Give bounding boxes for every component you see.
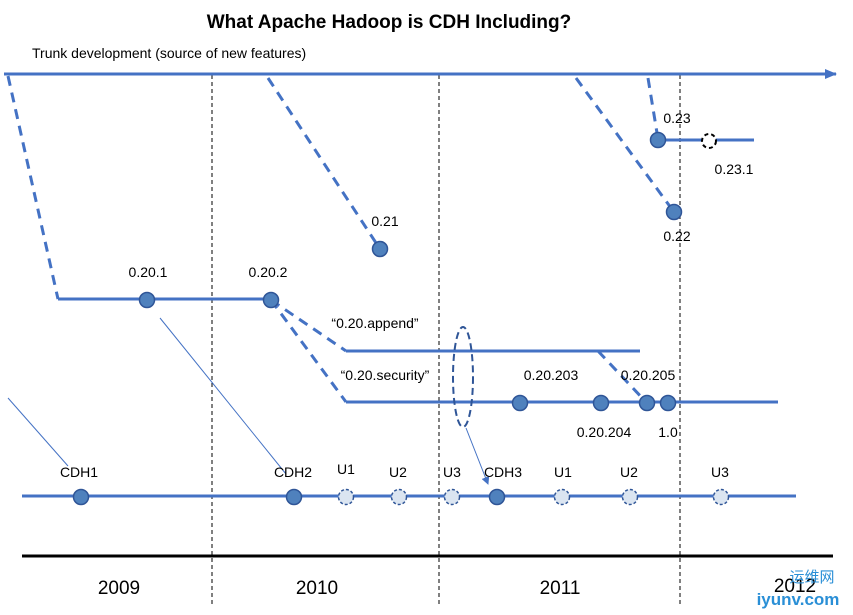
security-connector xyxy=(269,299,348,403)
label-0-22: 0.22 xyxy=(663,228,690,244)
diagram-title: What Apache Hadoop is CDH Including? xyxy=(207,12,572,33)
node-0-23-1-planned xyxy=(701,133,717,149)
year-2010: 2010 xyxy=(296,578,338,599)
label-0-20-204: 0.20.204 xyxy=(577,424,632,440)
label-0-20-1: 0.20.1 xyxy=(129,264,168,280)
label-cdh3: CDH3 xyxy=(484,464,522,480)
node-cdh3-u1 xyxy=(553,488,571,506)
watermark-logo: 运维网 iyunv.com xyxy=(757,569,840,609)
node-0-20-2 xyxy=(262,291,280,309)
derivation-lines xyxy=(7,317,490,485)
node-cdh2-u1 xyxy=(337,488,355,506)
year-dividers xyxy=(211,75,681,605)
node-0-23 xyxy=(649,131,667,149)
node-0-20-204 xyxy=(592,394,610,412)
node-cdh3-u3 xyxy=(712,488,730,506)
label-0-20-205: 0.20.205 xyxy=(621,367,676,383)
node-0-20-205 xyxy=(638,394,656,412)
node-0-20-203 xyxy=(511,394,529,412)
node-0-22 xyxy=(665,203,683,221)
label-cdh3-u2: U2 xyxy=(620,464,638,480)
branch-connectors xyxy=(6,75,676,404)
node-cdh3 xyxy=(488,488,506,506)
watermark-line2: iyunv.com xyxy=(757,590,840,609)
label-cdh3-u1: U1 xyxy=(554,464,572,480)
branch-merge-ellipse xyxy=(452,326,474,428)
year-2012: 2012 xyxy=(774,576,816,597)
node-cdh2-u2 xyxy=(390,488,408,506)
update-nodes xyxy=(337,488,730,506)
cdh2-derivation xyxy=(159,317,287,475)
cdh1-derivation xyxy=(7,397,69,467)
label-security: “0.20.security” xyxy=(341,367,430,383)
node-0-21 xyxy=(371,240,389,258)
label-cdh1: CDH1 xyxy=(60,464,98,480)
label-cdh2-u1: U1 xyxy=(337,461,355,477)
label-0-23-1: 0.23.1 xyxy=(715,161,754,177)
branch-021-connector xyxy=(266,77,382,250)
node-cdh3-u2 xyxy=(621,488,639,506)
label-0-23: 0.23 xyxy=(663,110,690,126)
year-2011: 2011 xyxy=(540,578,581,599)
branch-022-connector xyxy=(574,77,676,213)
year-2009: 2009 xyxy=(98,578,140,599)
label-cdh2-u2: U2 xyxy=(389,464,407,480)
label-cdh2-u3: U3 xyxy=(443,464,461,480)
append-to-security-connector xyxy=(596,349,648,404)
trunk-label: Trunk development (source of new feature… xyxy=(32,45,306,61)
label-0-20-2: 0.20.2 xyxy=(249,264,288,280)
label-append: “0.20.append” xyxy=(331,315,419,331)
branch-023-connector xyxy=(646,77,660,140)
node-0-20-1 xyxy=(138,291,156,309)
node-cdh1 xyxy=(72,488,90,506)
node-cdh2 xyxy=(285,488,303,506)
branch-020-connector xyxy=(6,75,60,300)
cdh3-derivation xyxy=(465,427,490,485)
node-cdh2-u3 xyxy=(443,488,461,506)
label-cdh3-u3: U3 xyxy=(711,464,729,480)
label-1-0: 1.0 xyxy=(658,424,678,440)
label-0-20-203: 0.20.203 xyxy=(524,367,579,383)
label-cdh2: CDH2 xyxy=(274,464,312,480)
append-connector xyxy=(270,298,347,353)
release-nodes xyxy=(72,131,683,506)
branch-lines xyxy=(22,138,796,498)
watermark-line1: 运维网 xyxy=(789,569,834,586)
node-1-0 xyxy=(659,394,677,412)
label-0-21: 0.21 xyxy=(371,213,398,229)
